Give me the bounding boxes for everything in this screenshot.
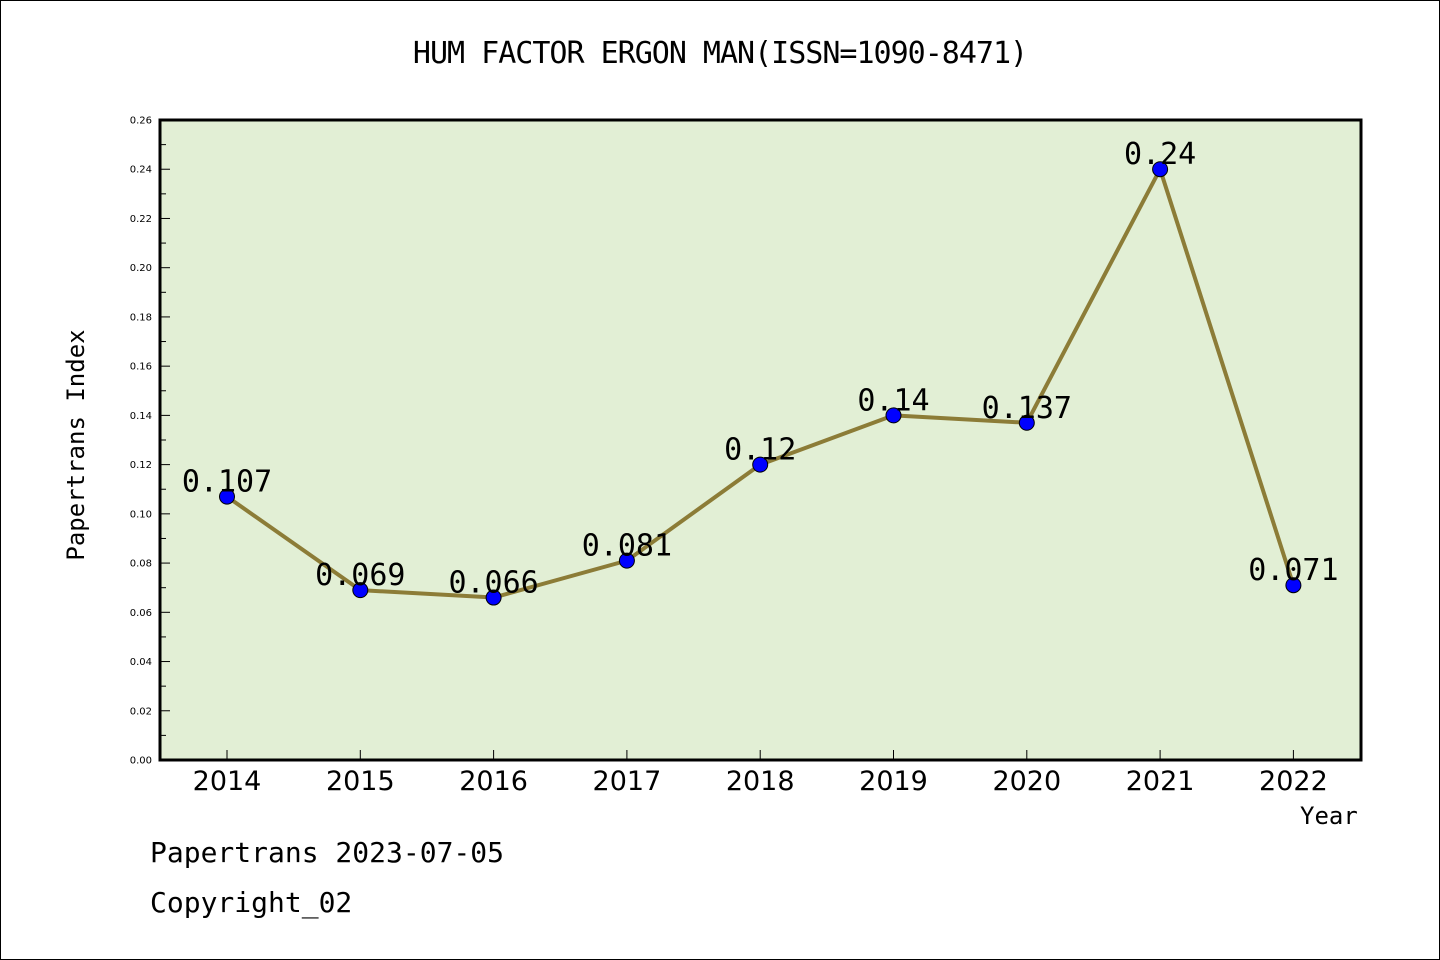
y-tick-label: 0.20: [130, 263, 152, 274]
data-point: [618, 552, 635, 569]
y-tick-label: 0.18: [130, 312, 152, 323]
y-tick-label: 0.22: [130, 214, 152, 225]
y-tick-label: 0.02: [130, 706, 152, 717]
data-point: [1018, 414, 1035, 431]
data-label: 0.14: [857, 383, 929, 418]
data-point: [1152, 161, 1169, 178]
data-label: 0.069: [315, 558, 405, 593]
y-axis-label: Papertrans Index: [62, 329, 90, 561]
footer-date: Papertrans 2023-07-05: [150, 836, 505, 869]
y-tick-label: 0.06: [130, 608, 152, 619]
data-point: [752, 456, 769, 473]
y-tick-label: 0.08: [130, 559, 152, 570]
y-tick-label: 0.16: [130, 362, 152, 373]
y-tick-label: 0.00: [130, 756, 152, 767]
x-tick-label: 2022: [1259, 766, 1328, 797]
x-axis-label: Year: [1300, 802, 1358, 830]
y-tick-label: 0.26: [130, 116, 152, 127]
y-tick-label: 0.10: [130, 509, 152, 520]
data-label: 0.066: [448, 566, 538, 601]
data-label: 0.137: [982, 391, 1072, 426]
x-tick-label: 2018: [726, 766, 795, 797]
data-point: [1285, 577, 1302, 594]
data-label: 0.081: [582, 529, 672, 564]
x-tick-label: 2020: [992, 766, 1061, 797]
plot-area-background: [160, 120, 1361, 760]
data-point: [352, 582, 369, 599]
data-point: [219, 488, 235, 505]
x-tick-label: 2016: [459, 766, 528, 797]
x-tick-label: 2015: [326, 766, 395, 797]
x-tick-label: 2019: [859, 766, 928, 797]
data-label: 0.107: [182, 465, 272, 500]
x-tick-label: 2014: [193, 766, 262, 797]
y-tick-label: 0.14: [130, 411, 152, 422]
data-point: [885, 407, 902, 424]
y-tick-label: 0.24: [130, 165, 152, 176]
y-tick-label: 0.04: [130, 657, 152, 668]
data-label: 0.24: [1124, 137, 1196, 172]
data-point: [485, 589, 502, 606]
chart-title: HUM FACTOR ERGON MAN(ISSN=1090-8471): [412, 36, 1028, 71]
footer-copyright: Copyright_02: [150, 886, 353, 919]
x-tick-label: 2017: [593, 766, 662, 797]
data-label: 0.071: [1248, 553, 1338, 588]
x-tick-label: 2021: [1126, 766, 1195, 797]
plot-border: [158, 118, 1363, 762]
y-tick-label: 0.12: [130, 460, 152, 471]
data-label: 0.12: [724, 433, 796, 468]
